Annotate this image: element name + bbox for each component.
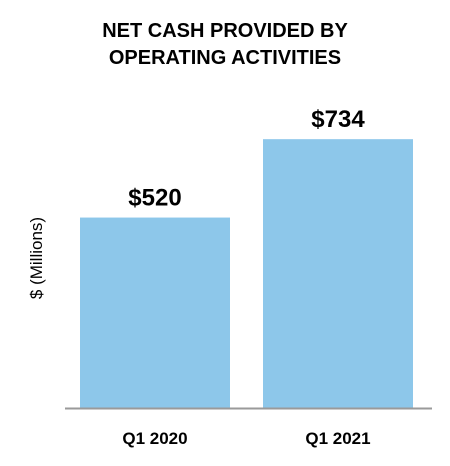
bar-value-label-1: $520	[128, 185, 181, 212]
chart-title-line-2: OPERATING ACTIVITIES	[108, 47, 342, 69]
chart-title-line-1: NET CASH PROVIDED BY	[102, 20, 348, 42]
x-tick-label-1: Q1 2020	[122, 429, 187, 448]
chart-title: NET CASH PROVIDED BY OPERATING ACTIVITIE…	[0, 18, 450, 72]
bars-group: $520 Q1 2020 $734 Q1 2021	[80, 106, 413, 448]
x-tick-label-2: Q1 2021	[305, 429, 370, 448]
y-axis-label: $ (Millions)	[27, 217, 46, 299]
bar-2	[263, 139, 413, 409]
bar-value-label-2: $734	[311, 106, 365, 133]
bar-1	[80, 217, 230, 408]
